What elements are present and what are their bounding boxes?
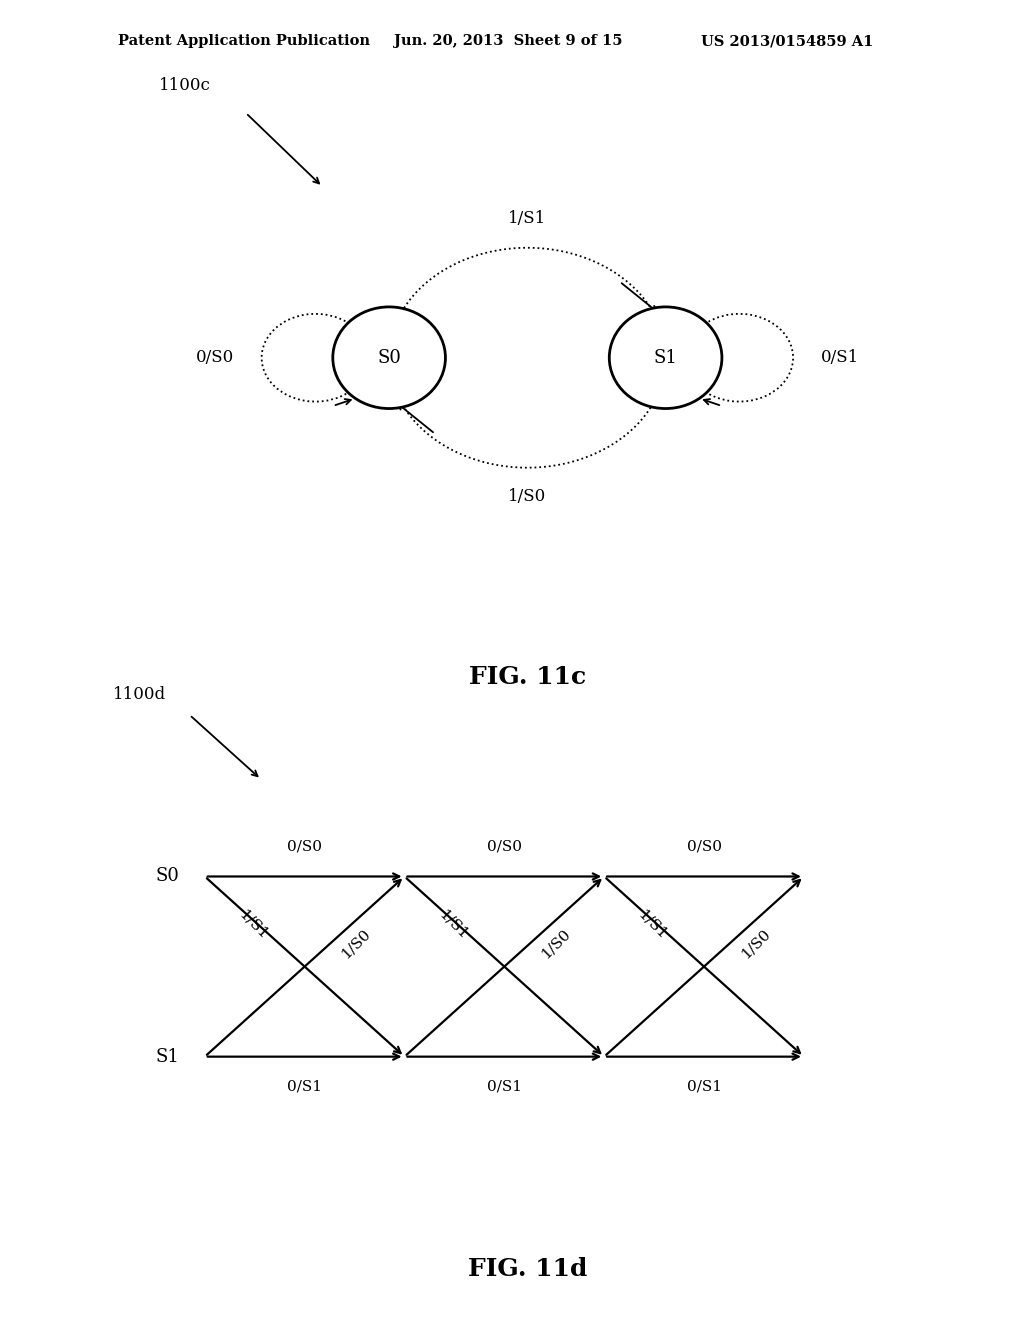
Circle shape	[333, 306, 445, 409]
Text: 0/S1: 0/S1	[486, 1080, 522, 1094]
Text: 1/S0: 1/S0	[738, 927, 773, 961]
Text: S0: S0	[377, 348, 401, 367]
Text: 1/S1: 1/S1	[508, 210, 547, 227]
Circle shape	[609, 306, 722, 409]
Text: 1/S1: 1/S1	[236, 908, 270, 942]
Text: FIG. 11c: FIG. 11c	[469, 664, 586, 689]
Text: S1: S1	[653, 348, 678, 367]
Text: 0/S0: 0/S0	[196, 350, 234, 366]
Text: US 2013/0154859 A1: US 2013/0154859 A1	[701, 34, 873, 49]
Text: FIG. 11d: FIG. 11d	[468, 1257, 587, 1282]
Text: S0: S0	[156, 867, 179, 886]
Text: 0/S0: 0/S0	[287, 840, 323, 854]
Text: 0/S0: 0/S0	[686, 840, 722, 854]
Text: S1: S1	[156, 1048, 179, 1065]
Text: 0/S1: 0/S1	[287, 1080, 323, 1094]
Text: 1/S1: 1/S1	[435, 908, 470, 942]
Text: 1/S0: 1/S0	[539, 927, 573, 961]
Text: 1/S0: 1/S0	[508, 488, 547, 506]
Text: Patent Application Publication: Patent Application Publication	[118, 34, 370, 49]
Text: 0/S1: 0/S1	[686, 1080, 722, 1094]
Text: 1100c: 1100c	[159, 77, 211, 94]
Text: Jun. 20, 2013  Sheet 9 of 15: Jun. 20, 2013 Sheet 9 of 15	[394, 34, 623, 49]
Text: 1100d: 1100d	[113, 686, 166, 704]
Text: 1/S1: 1/S1	[635, 908, 670, 942]
Text: 0/S1: 0/S1	[820, 350, 859, 366]
Text: 1/S0: 1/S0	[339, 927, 374, 961]
Text: 0/S0: 0/S0	[486, 840, 522, 854]
